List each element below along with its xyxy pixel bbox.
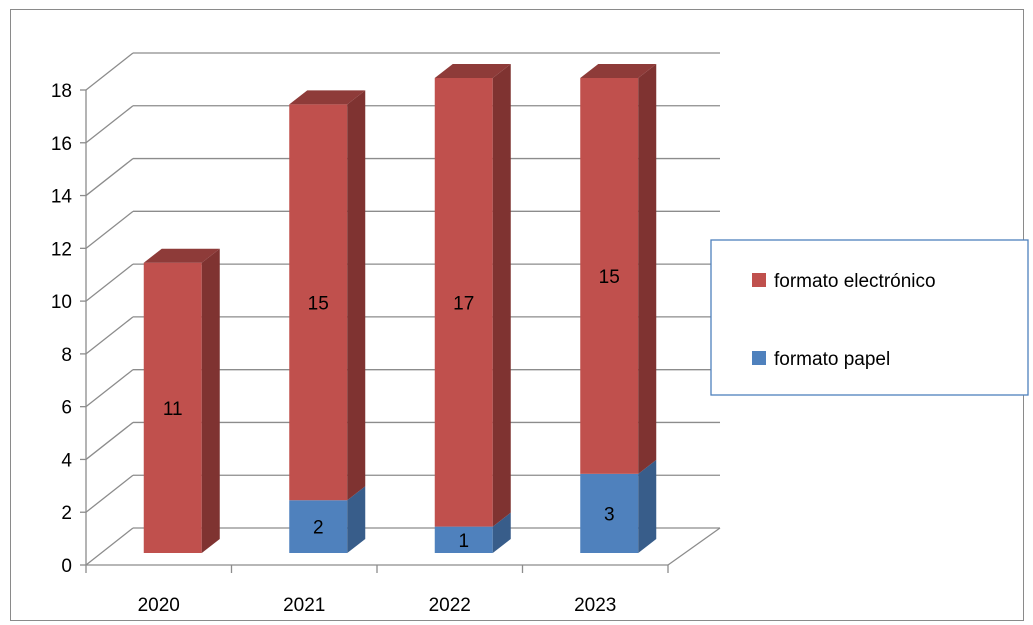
data-label-formato-papel-2022: 1 — [458, 531, 469, 552]
bar-formato-papel-2021 — [289, 500, 348, 553]
side-wall-line-8 — [85, 105, 134, 144]
bar-formato-electrnico-2021 — [289, 104, 348, 501]
y-tick-label-3: 6 — [61, 398, 72, 419]
bar-top-formato-electrnico-2021 — [289, 90, 366, 105]
y-tick-label-9: 18 — [51, 81, 72, 102]
side-wall-line-0 — [85, 527, 134, 566]
x-tick-label-2021: 2021 — [283, 595, 325, 616]
y-tick-label-1: 2 — [61, 503, 72, 524]
bar-side-formato-electrnico-2022 — [492, 64, 511, 527]
data-label-formato-electrnico-2023: 15 — [599, 267, 620, 288]
y-tick-label-0: 0 — [61, 556, 72, 577]
side-wall-line-2 — [85, 421, 134, 460]
floor-right-edge — [667, 527, 721, 566]
bar-side-formato-electrnico-2023 — [638, 64, 657, 474]
bar-formato-papel-2022 — [434, 526, 493, 553]
x-tick-label-2022: 2022 — [429, 595, 471, 616]
side-wall-line-6 — [85, 210, 134, 249]
y-tick-label-8: 16 — [51, 134, 72, 155]
bar-formato-papel-2023 — [580, 473, 639, 553]
data-label-formato-papel-2021: 2 — [313, 518, 324, 539]
data-label-formato-electrnico-2022: 17 — [453, 293, 474, 314]
y-tick-label-2: 4 — [61, 450, 72, 471]
y-tick-label-5: 10 — [51, 292, 72, 313]
bar-top-formato-electrnico-2020 — [143, 248, 220, 263]
legend-box — [710, 239, 1029, 396]
legend-swatch-formato-electrnico — [752, 273, 766, 287]
side-wall-line-9 — [85, 52, 134, 91]
bar-side-formato-papel-2021 — [347, 486, 366, 553]
y-tick-label-6: 12 — [51, 239, 72, 260]
x-tick-label-2023: 2023 — [574, 595, 616, 616]
legend-label-formato-electrnico: formato electrónico — [774, 271, 936, 292]
data-label-formato-papel-2023: 3 — [604, 504, 615, 525]
legend-swatch-formato-papel — [752, 351, 766, 365]
bar-side-formato-papel-2022 — [492, 512, 511, 553]
side-wall-line-1 — [85, 474, 134, 513]
side-wall-line-5 — [85, 263, 134, 302]
bar-side-formato-electrnico-2021 — [347, 90, 366, 501]
bar-formato-electrnico-2023 — [580, 78, 639, 474]
side-wall-line-4 — [85, 316, 134, 355]
y-tick-label-7: 14 — [51, 187, 73, 208]
data-label-formato-electrnico-2021: 15 — [308, 293, 329, 314]
bar-top-formato-electrnico-2023 — [580, 64, 657, 78]
bar-top-formato-electrnico-2022 — [434, 64, 511, 78]
legend-label-formato-papel: formato papel — [774, 349, 890, 370]
bar-formato-electrnico-2020 — [143, 262, 202, 553]
bar-side-formato-electrnico-2020 — [201, 248, 220, 553]
bar-formato-electrnico-2022 — [434, 78, 493, 527]
bar-side-formato-papel-2023 — [638, 459, 657, 553]
side-wall-line-3 — [85, 369, 134, 408]
y-tick-label-4: 8 — [61, 345, 72, 366]
x-tick-label-2020: 2020 — [138, 595, 180, 616]
side-wall-line-7 — [85, 158, 134, 197]
data-label-formato-electrnico-2020: 11 — [163, 399, 183, 420]
